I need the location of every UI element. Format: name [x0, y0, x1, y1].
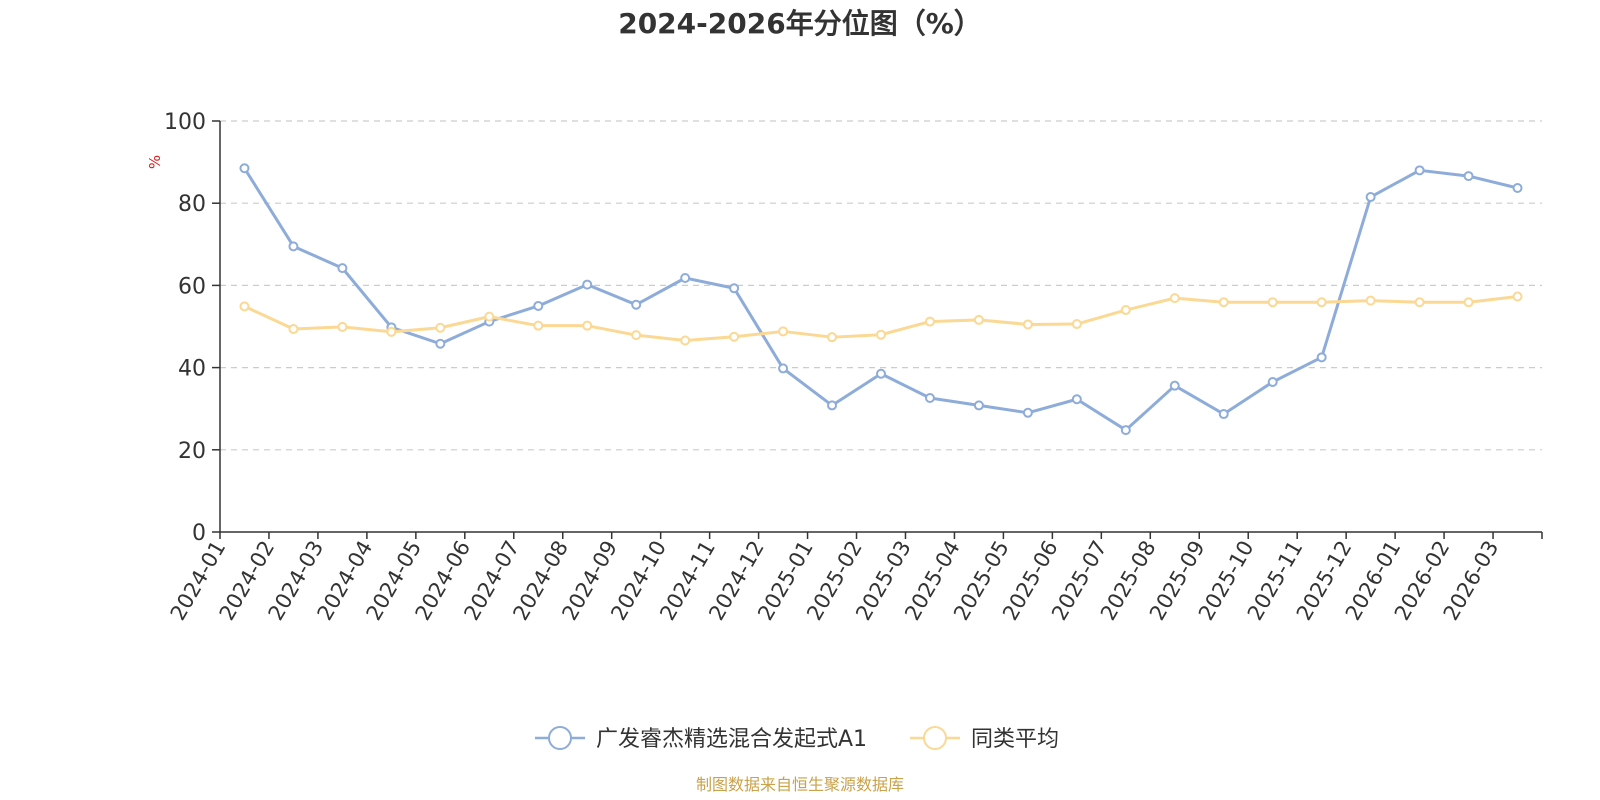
data-point[interactable]	[1071, 394, 1082, 405]
data-point[interactable]	[1169, 380, 1180, 391]
grid-lines	[220, 120, 1542, 451]
data-point[interactable]	[631, 299, 642, 310]
data-point[interactable]	[484, 311, 495, 322]
legend-circle-icon	[923, 726, 947, 750]
series-line-0	[243, 167, 1518, 432]
data-point[interactable]	[778, 363, 789, 374]
data-point[interactable]	[337, 263, 348, 274]
data-point[interactable]	[239, 301, 250, 312]
y-tick-label: 100	[164, 110, 206, 135]
y-tick-label: 60	[178, 274, 206, 299]
data-point[interactable]	[924, 393, 935, 404]
y-axis-unit-label: %	[146, 155, 164, 169]
data-point[interactable]	[1120, 305, 1131, 316]
data-point[interactable]	[876, 329, 886, 340]
data-point[interactable]	[1365, 295, 1376, 306]
data-point[interactable]	[435, 338, 446, 349]
legend-item-0[interactable]: 广发睿杰精选混合发起式A1	[535, 726, 867, 752]
data-point[interactable]	[680, 335, 691, 346]
legend[interactable]: 广发睿杰精选混合发起式A1 同类平均	[535, 726, 1059, 752]
data-point[interactable]	[1414, 297, 1425, 308]
data-point[interactable]	[1365, 192, 1376, 203]
y-tick-label: 40	[178, 357, 206, 382]
legend-label: 同类平均	[971, 727, 1059, 752]
data-point[interactable]	[1463, 171, 1474, 182]
data-point[interactable]	[1512, 182, 1523, 193]
data-point[interactable]	[680, 273, 691, 284]
y-tick-label: 0	[192, 521, 206, 546]
series-lines	[239, 163, 1523, 436]
data-point[interactable]	[827, 332, 838, 343]
legend-item-1[interactable]: 同类平均	[910, 726, 1059, 752]
data-point[interactable]	[337, 321, 348, 332]
chart-title: 2024-2026年分位图（%）	[618, 7, 982, 40]
data-point[interactable]	[1218, 409, 1229, 420]
y-tick-label: 20	[178, 439, 206, 464]
data-point[interactable]	[1316, 352, 1327, 363]
data-point[interactable]	[1022, 319, 1033, 330]
data-point[interactable]	[876, 368, 886, 379]
data-point[interactable]	[1022, 407, 1033, 418]
data-point[interactable]	[631, 330, 642, 341]
data-point[interactable]	[582, 320, 593, 331]
data-point[interactable]	[288, 241, 299, 252]
legend-circle-icon	[548, 726, 572, 750]
data-point[interactable]	[435, 322, 446, 333]
data-point[interactable]	[1512, 291, 1523, 302]
data-point[interactable]	[386, 326, 397, 337]
data-point[interactable]	[1463, 297, 1474, 308]
data-point[interactable]	[729, 283, 740, 294]
data-point[interactable]	[533, 320, 544, 331]
data-point[interactable]	[288, 323, 299, 334]
data-point[interactable]	[239, 163, 250, 174]
data-point[interactable]	[1414, 165, 1425, 176]
data-point[interactable]	[778, 326, 789, 337]
data-point[interactable]	[533, 300, 544, 311]
data-point[interactable]	[1267, 376, 1278, 387]
data-point[interactable]	[582, 279, 593, 290]
data-point[interactable]	[827, 400, 838, 411]
data-point[interactable]	[924, 316, 935, 327]
legend-label: 广发睿杰精选混合发起式A1	[596, 727, 867, 752]
data-point[interactable]	[1218, 297, 1229, 308]
data-point[interactable]	[1169, 293, 1180, 304]
data-point[interactable]	[729, 331, 740, 342]
data-source-note: 制图数据来自恒生聚源数据库	[696, 775, 904, 794]
data-point[interactable]	[1316, 297, 1327, 308]
data-point[interactable]	[973, 400, 984, 411]
data-point[interactable]	[1267, 297, 1278, 308]
data-point[interactable]	[1120, 425, 1131, 436]
data-point[interactable]	[973, 314, 984, 325]
data-point[interactable]	[1071, 319, 1082, 330]
y-tick-label: 80	[178, 192, 206, 217]
